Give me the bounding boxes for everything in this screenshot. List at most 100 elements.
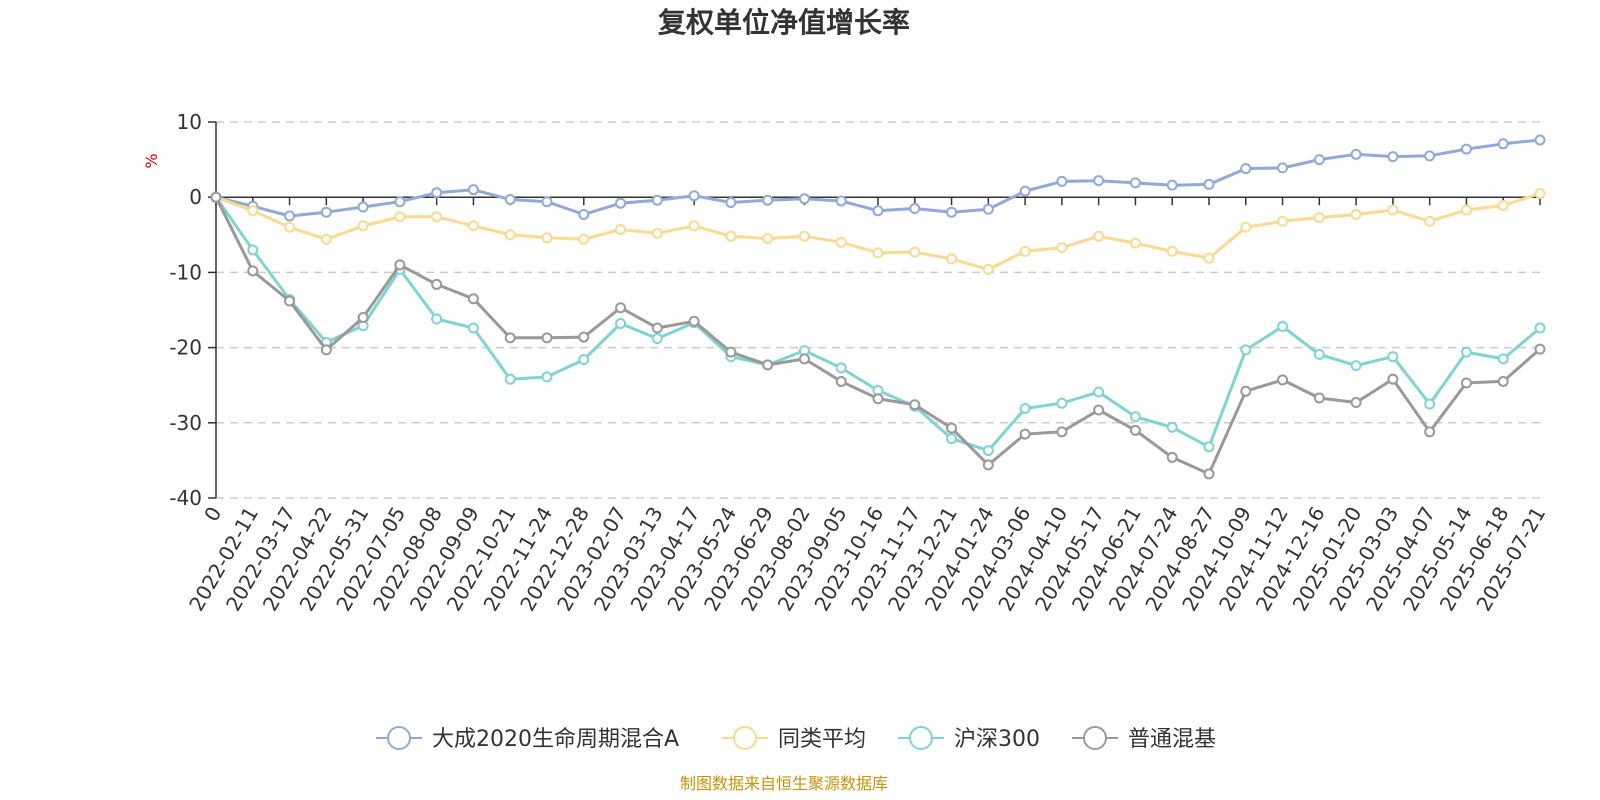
data-point [210, 191, 222, 203]
data-point [982, 459, 994, 471]
data-point [467, 184, 479, 196]
y-axis-unit: % [142, 153, 161, 168]
data-point [909, 246, 921, 258]
data-point [578, 233, 590, 245]
data-point [1277, 374, 1289, 386]
legend[interactable]: 大成2020生命周期混合A 同类平均 沪深300 普通混基 [376, 726, 1216, 752]
data-point [1056, 397, 1068, 409]
series-line [214, 196, 1541, 476]
data-point [541, 232, 553, 244]
series-3 [210, 191, 1546, 480]
data-point [1019, 185, 1031, 197]
legend-item-2[interactable]: 沪深300 [898, 726, 1040, 752]
data-point [1387, 151, 1399, 163]
data-point [1350, 208, 1362, 220]
data-point [651, 333, 663, 345]
data-point [909, 399, 921, 411]
data-point [1203, 178, 1215, 190]
data-point [872, 247, 884, 259]
legend-label: 普通混基 [1128, 727, 1216, 752]
data-point [1240, 385, 1252, 397]
axes [208, 121, 1541, 499]
data-point [357, 220, 369, 232]
legend-marker [733, 726, 757, 750]
data-point [1497, 138, 1509, 150]
data-point [1277, 215, 1289, 227]
data-point [1350, 396, 1362, 408]
data-point [541, 332, 553, 344]
series-0 [210, 134, 1546, 222]
legend-marker [387, 726, 411, 750]
series-2 [210, 191, 1546, 457]
data-point [1129, 237, 1141, 249]
data-point [1460, 143, 1472, 155]
data-point [1277, 162, 1289, 174]
data-point [835, 195, 847, 207]
data-point [982, 203, 994, 215]
data-point [835, 375, 847, 387]
x-tick-labels: 02022-02-112022-03-172022-04-222022-05-3… [184, 503, 1550, 616]
data-point [357, 312, 369, 324]
data-point [798, 353, 810, 365]
data-point [284, 221, 296, 233]
data-point [578, 208, 590, 220]
data-point [504, 373, 516, 385]
data-point [284, 210, 296, 222]
data-point [541, 196, 553, 208]
data-point [1460, 377, 1472, 389]
data-point [467, 322, 479, 334]
data-point [909, 202, 921, 214]
y-tick-labels: 10 0 -10 -20 -30 -40 [169, 110, 202, 510]
data-point [247, 265, 259, 277]
data-point [1019, 428, 1031, 440]
data-point [1203, 441, 1215, 453]
data-point [1277, 321, 1289, 333]
data-point [578, 331, 590, 343]
data-point [1460, 346, 1472, 358]
data-point [1424, 426, 1436, 438]
data-point [946, 433, 958, 445]
data-point [467, 293, 479, 305]
data-point [615, 318, 627, 330]
data-point [1313, 154, 1325, 166]
data-point [431, 278, 443, 290]
data-point [1534, 134, 1546, 146]
legend-label: 大成2020生命周期混合A [432, 727, 679, 752]
y-tick-label: -40 [169, 486, 202, 510]
y-tick-label: -30 [169, 411, 202, 435]
data-point [1497, 199, 1509, 211]
data-point [1313, 348, 1325, 360]
legend-marker [909, 726, 933, 750]
legend-label: 同类平均 [778, 727, 866, 752]
data-point [394, 196, 406, 208]
legend-item-0[interactable]: 大成2020生命周期混合A [376, 726, 679, 752]
data-point [835, 236, 847, 248]
legend-item-1[interactable]: 同类平均 [722, 726, 866, 752]
data-point [541, 371, 553, 383]
data-point [394, 211, 406, 223]
data-point [431, 187, 443, 199]
data-point [504, 332, 516, 344]
data-point [872, 205, 884, 217]
data-point [1240, 344, 1252, 356]
data-point [688, 315, 700, 327]
data-point [615, 302, 627, 314]
data-point [1166, 245, 1178, 257]
data-point [1019, 245, 1031, 257]
data-point [1387, 373, 1399, 385]
data-point [504, 193, 516, 205]
data-point [798, 193, 810, 205]
data-point [1534, 343, 1546, 355]
data-point [1534, 322, 1546, 334]
data-point [394, 259, 406, 271]
series-line [214, 196, 1541, 453]
y-tick-label: -10 [169, 260, 202, 284]
data-point [762, 359, 774, 371]
data-point [1424, 215, 1436, 227]
legend-item-3[interactable]: 普通混基 [1072, 726, 1216, 752]
data-point [1497, 353, 1509, 365]
data-point [320, 344, 332, 356]
data-point [320, 206, 332, 218]
data-point [688, 190, 700, 202]
data-point [1313, 212, 1325, 224]
